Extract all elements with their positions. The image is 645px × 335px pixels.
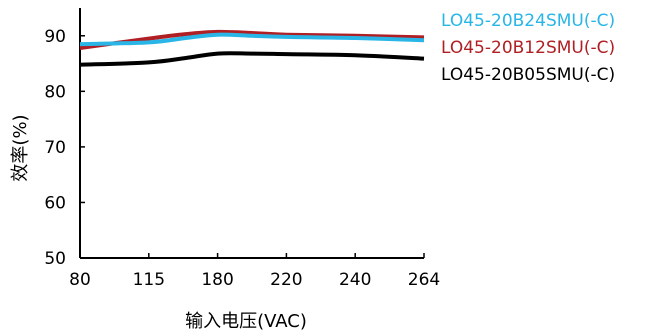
x-tick-label: 115 bbox=[133, 270, 165, 290]
chart-series bbox=[79, 29, 425, 67]
legend-entry-3: LO45-20B05SMU(-C) bbox=[441, 65, 615, 85]
chart-legend: LO45-20B24SMU(-C) LO45-20B12SMU(-C) LO45-2… bbox=[441, 11, 615, 85]
series-line-3 bbox=[79, 51, 425, 67]
x-tick-label: 264 bbox=[408, 270, 440, 290]
chart-ticks: 80 115 180 220 240 264 50 60 70 80 90 bbox=[44, 27, 440, 290]
x-tick-label: 220 bbox=[270, 270, 302, 290]
x-tick-label: 80 bbox=[69, 270, 91, 290]
legend-entry-1: LO45-20B24SMU(-C) bbox=[441, 11, 615, 31]
chart-axes bbox=[79, 8, 424, 259]
y-tick-label: 60 bbox=[44, 193, 66, 213]
y-tick-label: 50 bbox=[44, 249, 66, 269]
series-line-1 bbox=[79, 32, 425, 47]
y-tick-label: 70 bbox=[44, 138, 66, 158]
y-axis-title: 效率(%) bbox=[10, 114, 31, 181]
x-tick-label: 180 bbox=[201, 270, 233, 290]
legend-entry-2: LO45-20B12SMU(-C) bbox=[441, 38, 615, 58]
x-axis-title: 输入电压(VAC) bbox=[185, 311, 307, 332]
series-line-2 bbox=[79, 29, 425, 50]
y-tick-label: 90 bbox=[44, 27, 66, 47]
y-tick-label: 80 bbox=[44, 82, 66, 102]
x-tick-label: 240 bbox=[339, 270, 371, 290]
